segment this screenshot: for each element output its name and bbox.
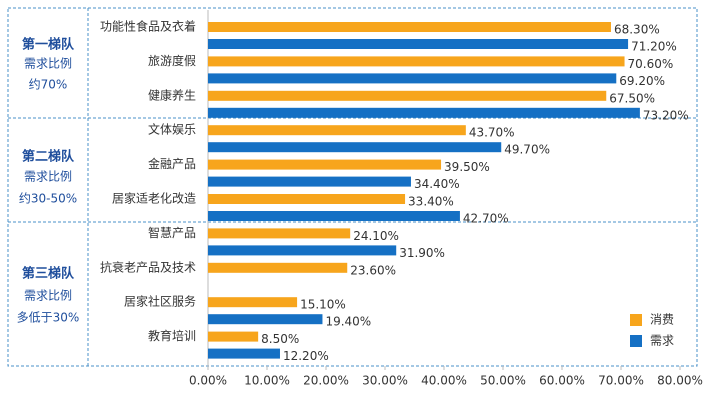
category-label: 居家适老化改造 xyxy=(112,191,196,206)
bar xyxy=(208,314,323,325)
x-tick-label: 10.00% xyxy=(244,374,290,388)
bar xyxy=(208,228,351,239)
tier-line: 约70% xyxy=(29,77,68,92)
category-label: 旅游度假 xyxy=(148,53,196,68)
bar xyxy=(208,56,625,67)
x-tick-label: 50.00% xyxy=(480,374,526,388)
category-label: 功能性食品及衣着 xyxy=(100,19,196,34)
legend-swatch xyxy=(630,314,642,326)
bar xyxy=(208,348,280,359)
value-label: 23.60% xyxy=(350,263,396,277)
value-label: 19.40% xyxy=(325,315,371,329)
x-tick-label: 0.00% xyxy=(189,374,227,388)
category-label: 健康养生 xyxy=(148,87,196,102)
bar xyxy=(208,107,640,118)
value-label: 24.10% xyxy=(353,229,399,243)
x-tick-label: 70.00% xyxy=(598,374,644,388)
value-label: 71.20% xyxy=(631,40,677,54)
value-label: 15.10% xyxy=(300,298,346,312)
bar xyxy=(208,22,611,32)
legend-swatch xyxy=(630,335,642,347)
category-label: 居家社区服务 xyxy=(124,294,196,309)
bar xyxy=(208,297,298,308)
legend-label: 需求 xyxy=(650,334,674,348)
value-label: 31.90% xyxy=(399,246,445,260)
bar xyxy=(208,245,397,256)
tier-line: 需求比例 xyxy=(24,289,72,303)
category-label: 教育培训 xyxy=(148,328,196,343)
value-label: 42.70% xyxy=(463,212,509,226)
value-label: 8.50% xyxy=(261,332,299,346)
tier-line: 需求比例 xyxy=(24,170,72,184)
x-tick-label: 20.00% xyxy=(303,374,349,388)
value-label: 39.50% xyxy=(444,160,490,174)
tier-title: 第二梯队 xyxy=(22,149,75,165)
x-tick-label: 40.00% xyxy=(421,374,467,388)
value-label: 67.50% xyxy=(609,91,655,105)
frame xyxy=(7,7,698,367)
tier-line: 需求比例 xyxy=(24,57,72,71)
x-tick-label: 60.00% xyxy=(539,374,585,388)
value-label: 49.70% xyxy=(504,143,550,157)
value-label: 12.20% xyxy=(283,349,329,363)
category-label: 金融产品 xyxy=(148,156,196,171)
tier-title: 第三梯队 xyxy=(22,266,75,282)
value-label: 69.20% xyxy=(619,74,665,88)
bar xyxy=(208,194,406,204)
bar xyxy=(208,90,607,101)
value-label: 73.20% xyxy=(643,108,689,122)
value-label: 33.40% xyxy=(408,195,454,209)
tier-title: 第一梯队 xyxy=(22,37,75,53)
category-label: 文体娱乐 xyxy=(148,122,196,137)
bar xyxy=(208,142,502,153)
bar xyxy=(208,211,460,221)
tier-line: 多低于30% xyxy=(17,311,80,325)
x-tick-label: 80.00% xyxy=(657,374,703,388)
bar xyxy=(208,39,629,49)
value-label: 70.60% xyxy=(628,57,674,71)
bar xyxy=(208,331,259,342)
value-label: 68.30% xyxy=(614,23,660,37)
category-label: 智慧产品 xyxy=(148,225,196,240)
bar xyxy=(208,176,411,187)
x-tick-label: 30.00% xyxy=(362,374,408,388)
value-label: 43.70% xyxy=(469,126,515,140)
bar xyxy=(208,159,442,170)
bar xyxy=(208,125,466,136)
value-label: 34.40% xyxy=(414,177,460,191)
category-label: 抗衰老产品及技术 xyxy=(100,259,196,274)
bar xyxy=(208,262,348,273)
tier-line: 约30-50% xyxy=(19,191,77,206)
bar xyxy=(208,73,617,84)
legend-label: 消费 xyxy=(650,313,674,327)
